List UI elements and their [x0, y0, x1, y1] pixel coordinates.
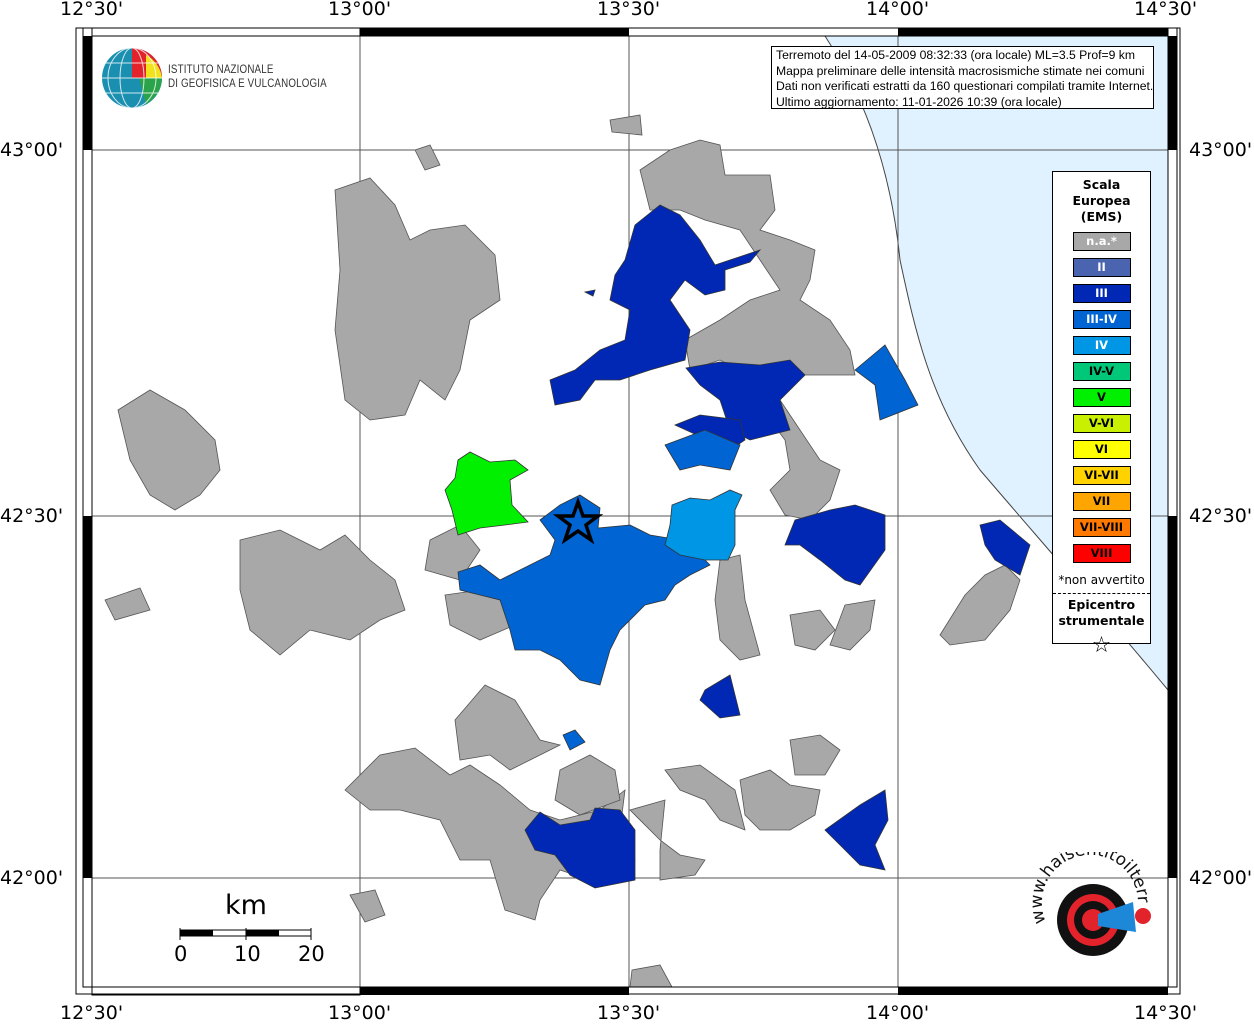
haisentito-logo-icon: www.haisentitoilterremoto.it [1028, 852, 1153, 956]
event-info-line: Mappa preliminare delle intensità macros… [776, 63, 1145, 78]
municipality-intensity-V [444, 451, 529, 536]
municipalities-intensity-III-IV [457, 344, 919, 751]
lat-tick-right: 42°00' [1189, 867, 1253, 889]
legend-swatch: V [1072, 388, 1131, 407]
scale-unit: km [225, 890, 267, 921]
lat-tick-left: 43°00' [0, 139, 64, 161]
legend-title-line: (EMS) [1080, 209, 1123, 224]
legend-swatch: VII [1072, 492, 1131, 511]
legend-title: Scala Europea (EMS) [1053, 177, 1150, 225]
lon-tick-top: 14°00' [866, 0, 930, 20]
legend-title-line: Europea [1072, 193, 1131, 208]
ingv-line1: ISTITUTO NAZIONALE [168, 64, 274, 76]
scale-label: 0 [174, 942, 188, 966]
event-info-line: Terremoto del 14-05-2009 08:32:33 (ora l… [776, 48, 1136, 62]
lon-tick-bottom: 13°30' [597, 1002, 661, 1024]
lon-tick-bottom: 14°00' [866, 1002, 930, 1024]
lon-tick-top: 13°00' [328, 0, 392, 20]
epicenter-star-icon: ☆ [1091, 633, 1112, 658]
lat-tick-left: 42°30' [0, 505, 64, 527]
lat-tick-left: 42°00' [0, 867, 64, 889]
lat-tick-right: 42°30' [1189, 505, 1253, 527]
lon-tick-bottom: 14°30' [1134, 1002, 1198, 1024]
scale-label: 20 [298, 942, 325, 966]
lon-tick-bottom: 13°00' [328, 1002, 392, 1024]
epicenter-legend-label: Epicentro strumentale [1053, 597, 1150, 629]
event-info-line: Ultimo aggiornamento: 11-01-2026 10:39 (… [776, 94, 1062, 109]
lon-tick-top: 13°30' [597, 0, 661, 20]
legend-swatch: VII-VIII [1072, 518, 1131, 537]
epicenter-label-line: Epicentro [1067, 597, 1136, 612]
legend-swatch: II [1072, 258, 1131, 277]
ingv-globe-logo-icon [102, 47, 162, 109]
legend-swatch: IV-V [1072, 362, 1131, 381]
municipality-intensity-IV [664, 489, 743, 561]
legend-swatch: VI-VII [1072, 466, 1131, 485]
lat-tick-right: 43°00' [1189, 139, 1253, 161]
scale-label: 10 [234, 942, 261, 966]
ingv-line2: DI GEOFISICA E VULCANOLOGIA [168, 78, 327, 90]
ems-legend: Scala Europea (EMS) n.a.* II III III-IV IV IV… [1052, 171, 1151, 658]
lon-tick-bottom: 12°30' [60, 1002, 124, 1024]
ingv-logo-text: ISTITUTO NAZIONALE DI GEOFISICA E VULCAN… [168, 63, 327, 91]
municipalities-not-felt [104, 114, 1021, 988]
map-frame [75, 27, 1181, 996]
event-info-line: Dati non verificati estratti da 160 ques… [776, 79, 1154, 93]
legend-title-line: Scala [1082, 177, 1121, 192]
epicenter-label-line: strumentale [1058, 613, 1145, 628]
legend-swatch: IV [1072, 336, 1131, 355]
scale-bar: km 0 10 20 [170, 890, 340, 970]
legend-swatch: n.a.* [1072, 232, 1131, 251]
legend-swatch: III-IV [1072, 310, 1131, 329]
legend-swatch: III [1072, 284, 1131, 303]
scale-bar-graphic [179, 928, 312, 940]
legend-swatch: VI [1072, 440, 1131, 459]
legend-note: *non avvertito [1058, 573, 1145, 587]
lon-tick-top: 12°30' [60, 0, 124, 20]
event-info-box: Terremoto del 14-05-2009 08:32:33 (ora l… [771, 46, 1154, 109]
epicenter-star-icon [552, 496, 604, 545]
lon-tick-top: 14°30' [1134, 0, 1198, 20]
legend-swatch: VIII [1072, 544, 1131, 563]
legend-swatch: V-VI [1072, 414, 1131, 433]
legend-divider [1053, 593, 1150, 594]
